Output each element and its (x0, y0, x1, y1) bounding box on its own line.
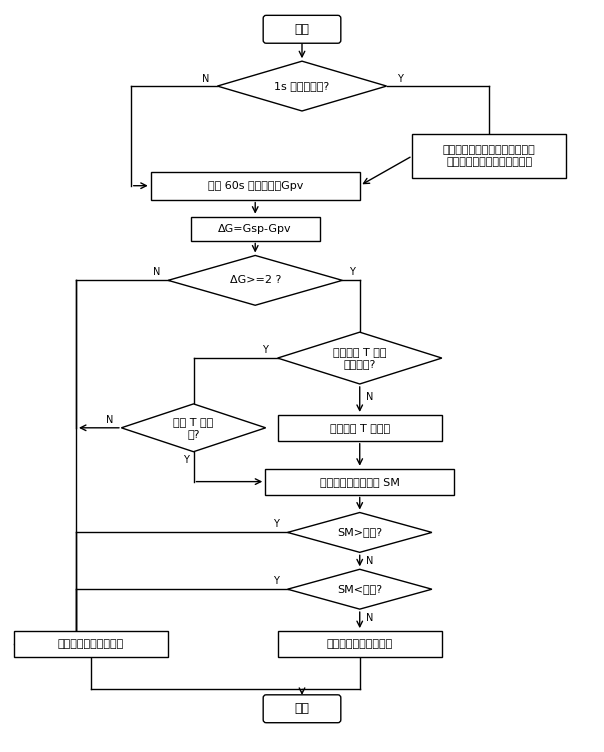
Polygon shape (168, 256, 342, 305)
Text: Y: Y (349, 268, 355, 277)
Text: Y: Y (397, 74, 402, 84)
Text: 开始: 开始 (295, 23, 309, 36)
Bar (190, 217, 320, 241)
FancyBboxPatch shape (263, 695, 341, 723)
Text: 启动周期 T 计时器: 启动周期 T 计时器 (330, 423, 390, 433)
Text: Y: Y (262, 345, 268, 355)
Text: 保持混合料控制值不变: 保持混合料控制值不变 (58, 639, 124, 649)
Text: 输出新的混合料控制值: 输出新的混合料控制值 (327, 639, 393, 649)
Text: N: N (153, 268, 160, 277)
Text: 结束: 结束 (295, 702, 309, 715)
Polygon shape (121, 404, 266, 452)
Polygon shape (288, 569, 432, 609)
Text: N: N (366, 556, 373, 566)
Bar (278, 631, 442, 657)
Text: SM>上限?: SM>上限? (337, 527, 382, 538)
Bar (151, 171, 360, 199)
Text: ΔG=Gsp-Gpv: ΔG=Gsp-Gpv (219, 223, 292, 234)
FancyBboxPatch shape (263, 15, 341, 43)
Text: N: N (202, 74, 209, 84)
Text: 控制周期 T 计时
器已启动?: 控制周期 T 计时 器已启动? (333, 347, 387, 369)
Text: 1s 周期时间到?: 1s 周期时间到? (274, 81, 330, 91)
Text: N: N (106, 415, 114, 425)
Polygon shape (278, 332, 442, 384)
Polygon shape (288, 513, 432, 553)
Bar (412, 134, 567, 177)
Bar (14, 631, 168, 657)
Bar (265, 468, 454, 495)
Text: 计算 60s 料位平均值Gpv: 计算 60s 料位平均值Gpv (208, 180, 303, 191)
Text: Y: Y (273, 576, 279, 587)
Text: SM<上限?: SM<上限? (337, 584, 382, 594)
Text: 计算新的控制输出值 SM: 计算新的控制输出值 SM (320, 477, 400, 487)
Text: 周期 T 计时
到?: 周期 T 计时 到? (173, 417, 214, 438)
Text: N: N (366, 392, 373, 402)
Text: Y: Y (273, 520, 279, 529)
Text: 读取配料秤数据更新混合料数组
读取料槽秤数据更新料位数组: 读取配料秤数据更新混合料数组 读取料槽秤数据更新料位数组 (443, 145, 536, 167)
Polygon shape (217, 61, 387, 111)
Text: ΔG>=2 ?: ΔG>=2 ? (230, 275, 281, 285)
Bar (278, 415, 442, 441)
Text: Y: Y (182, 455, 188, 465)
Text: N: N (366, 613, 373, 623)
